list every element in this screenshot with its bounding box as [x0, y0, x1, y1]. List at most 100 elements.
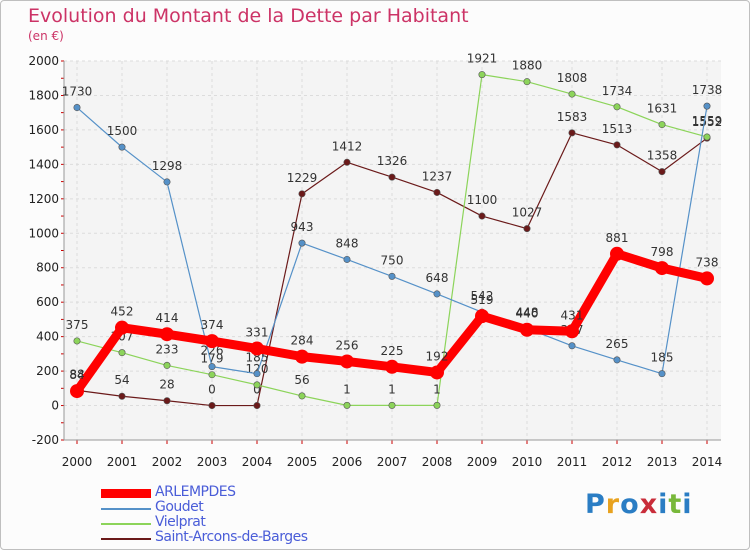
data-label-arlempdes: 331	[246, 326, 269, 340]
y-tick-label: 200	[36, 364, 59, 378]
logo-letter: x	[639, 489, 659, 520]
legend-swatch-vielprat	[101, 523, 151, 525]
data-label-arlempdes: 519	[471, 293, 494, 307]
data-label-goudet: 542	[471, 289, 494, 303]
logo-letter: P	[585, 489, 606, 520]
data-point-arlempdes	[610, 246, 624, 261]
data-label-saint-arcons-de-barges: 1229	[287, 171, 318, 185]
x-tick-label: 2014	[692, 455, 723, 469]
legend-label-arlempdes: ARLEMPDES	[155, 484, 236, 500]
x-tick-label: 2004	[242, 455, 273, 469]
data-label-saint-arcons-de-barges: 1583	[557, 110, 588, 124]
data-label-arlempdes: 84	[69, 368, 84, 382]
data-label-saint-arcons-de-barges: 1100	[467, 193, 498, 207]
y-tick-label: -200	[32, 433, 59, 447]
data-point-arlempdes	[430, 365, 444, 380]
data-label-vielprat: 1559	[692, 114, 723, 128]
data-label-saint-arcons-de-barges: 1326	[377, 154, 408, 168]
x-tick-label: 2006	[332, 455, 363, 469]
data-point-arlempdes	[520, 322, 534, 337]
data-label-arlempdes: 284	[291, 334, 314, 348]
y-tick-label: 1600	[28, 123, 59, 137]
data-label-saint-arcons-de-barges: 54	[114, 373, 129, 387]
data-point-goudet	[568, 342, 576, 350]
data-label-saint-arcons-de-barges: 1412	[332, 139, 363, 153]
data-label-saint-arcons-de-barges: 28	[159, 378, 174, 392]
data-point-saint-arcons-de-barges	[433, 188, 441, 196]
data-label-vielprat: 1921	[467, 52, 498, 66]
x-tick-label: 2002	[152, 455, 183, 469]
data-label-saint-arcons-de-barges: 1552	[692, 115, 723, 129]
data-label-arlempdes: 881	[606, 231, 629, 245]
logo-letter: r	[605, 489, 621, 520]
y-tick-label: 1400	[28, 157, 59, 171]
data-point-vielprat	[208, 371, 216, 379]
y-tick-label: 400	[36, 330, 59, 344]
data-point-goudet	[118, 143, 126, 151]
legend-label-vielprat: Vielprat	[155, 514, 206, 530]
x-tick-label: 2010	[512, 455, 543, 469]
data-label-vielprat: 1880	[512, 59, 543, 73]
data-point-saint-arcons-de-barges	[388, 173, 396, 181]
x-tick-label: 2000	[62, 455, 93, 469]
data-label-goudet: 448	[516, 305, 539, 319]
data-point-arlempdes	[295, 349, 309, 364]
data-point-saint-arcons-de-barges	[478, 212, 486, 220]
data-label-vielprat: 233	[156, 342, 179, 356]
data-label-arlempdes: 440	[516, 307, 539, 321]
data-label-saint-arcons-de-barges: 1513	[602, 122, 633, 136]
x-tick-label: 2009	[467, 455, 498, 469]
chart-title: Evolution du Montant de la Dette par Hab…	[28, 5, 469, 27]
data-label-arlempdes: 256	[336, 338, 359, 352]
data-point-arlempdes	[250, 341, 264, 356]
data-label-vielprat: 1	[433, 382, 441, 396]
data-label-goudet: 185	[246, 351, 269, 365]
logo-letter: o	[620, 489, 640, 520]
x-tick-label: 2003	[197, 455, 228, 469]
data-point-vielprat	[433, 401, 441, 409]
data-label-saint-arcons-de-barges: 1027	[512, 206, 543, 220]
logo-letter: i	[682, 489, 693, 520]
data-point-saint-arcons-de-barges	[208, 402, 216, 410]
data-label-vielprat: 375	[66, 318, 89, 332]
data-point-saint-arcons-de-barges	[343, 158, 351, 166]
data-point-arlempdes	[205, 334, 219, 349]
data-point-saint-arcons-de-barges	[163, 397, 171, 405]
y-tick-label: 2000	[28, 54, 59, 68]
data-label-goudet: 1298	[152, 159, 183, 173]
data-label-goudet: 1730	[62, 85, 93, 99]
data-point-vielprat	[73, 337, 81, 345]
data-point-saint-arcons-de-barges	[298, 190, 306, 198]
data-point-saint-arcons-de-barges	[118, 392, 126, 400]
y-tick-label: 1200	[28, 192, 59, 206]
data-point-arlempdes	[115, 320, 129, 335]
data-label-arlempdes: 738	[696, 255, 719, 269]
data-point-vielprat	[388, 401, 396, 409]
data-label-vielprat: 1631	[647, 102, 678, 116]
x-tick-label: 2012	[602, 455, 633, 469]
x-tick-label: 2011	[557, 455, 588, 469]
data-point-arlempdes	[475, 309, 489, 324]
data-point-vielprat	[658, 121, 666, 129]
x-tick-label: 2007	[377, 455, 408, 469]
data-point-goudet	[388, 272, 396, 280]
data-point-vielprat	[703, 133, 711, 141]
data-point-vielprat	[568, 90, 576, 98]
data-point-goudet	[208, 363, 216, 371]
data-point-vielprat	[343, 401, 351, 409]
data-label-goudet: 750	[381, 253, 404, 267]
data-label-arlempdes: 452	[111, 305, 134, 319]
legend-label-saint-arcons-de-barges: Saint-Arcons-de-Barges	[155, 529, 308, 545]
data-point-vielprat	[163, 361, 171, 369]
y-tick-label: 600	[36, 295, 59, 309]
data-label-goudet: 1738	[692, 83, 723, 97]
data-point-vielprat	[613, 103, 621, 111]
data-label-arlempdes: 374	[201, 318, 224, 332]
y-tick-label: 1800	[28, 88, 59, 102]
data-label-vielprat: 1	[343, 382, 351, 396]
data-point-arlempdes	[70, 384, 84, 399]
data-point-vielprat	[478, 71, 486, 79]
data-point-saint-arcons-de-barges	[613, 141, 621, 149]
data-label-arlempdes: 225	[381, 344, 404, 358]
